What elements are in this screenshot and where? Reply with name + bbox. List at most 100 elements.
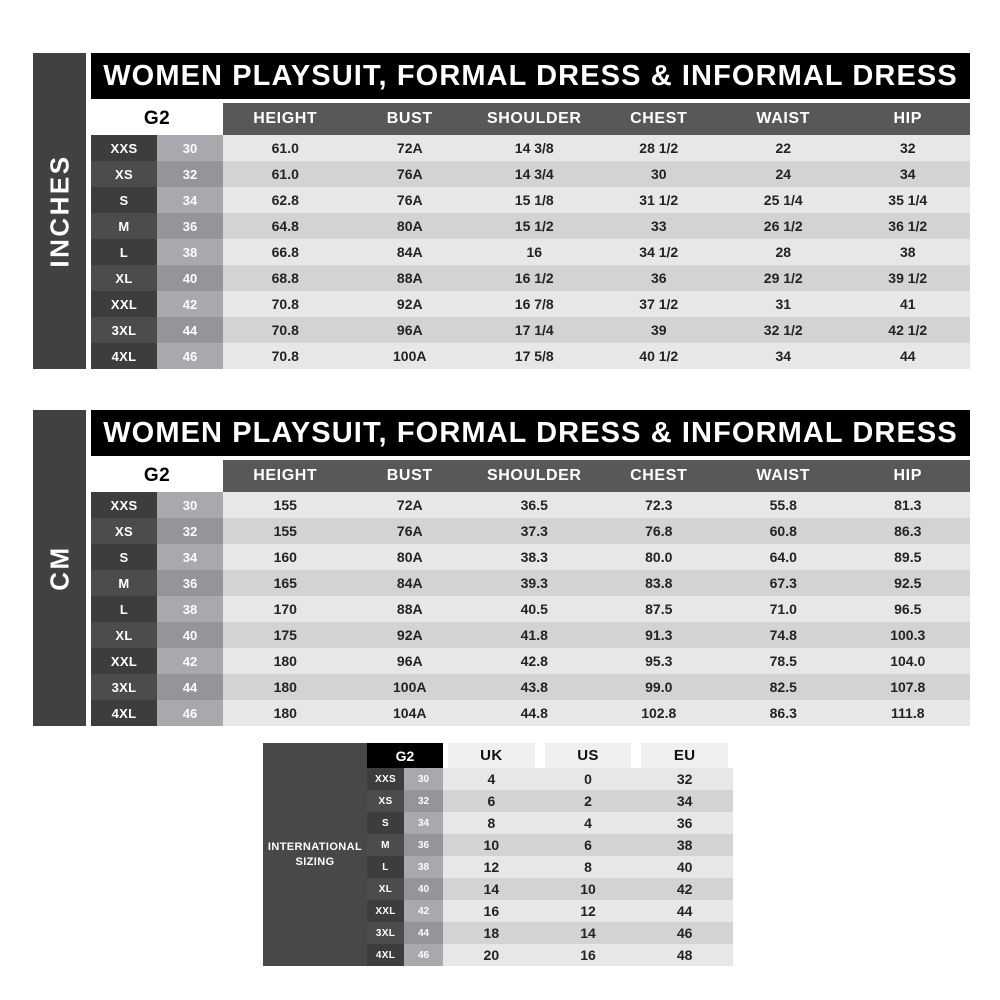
value-cell: 170 [223, 596, 348, 622]
g2-size-number-cell: 36 [404, 834, 443, 856]
value-cell: 16 1/2 [472, 265, 597, 291]
value-cell: 155 [223, 518, 348, 544]
value-cell: 22 [721, 135, 846, 161]
size-label-cell: XL [91, 265, 157, 291]
value-cell: 29 1/2 [721, 265, 846, 291]
g2-size-number-cell: 46 [157, 700, 223, 726]
value-cell: 74.8 [721, 622, 846, 648]
value-cell: 70.8 [223, 291, 348, 317]
size-label-cell: 3XL [91, 674, 157, 700]
value-cell: 95.3 [596, 648, 721, 674]
table-row: L 38 170 88A 40.5 87.5 71.0 96.5 [91, 596, 970, 622]
value-cell: 155 [223, 492, 348, 518]
value-cell: 32 [636, 768, 734, 790]
g2-size-number-cell: 34 [404, 812, 443, 834]
size-label-cell: 4XL [91, 343, 157, 369]
unit-band-inches: INCHES [33, 53, 86, 369]
value-cell: 17 1/4 [472, 317, 597, 343]
value-cell: 78.5 [721, 648, 846, 674]
value-cell: 16 [443, 900, 540, 922]
value-cell: 96A [347, 648, 472, 674]
size-label-cell: XS [91, 518, 157, 544]
value-cell: 39.3 [472, 570, 597, 596]
value-cell: 2 [539, 790, 637, 812]
value-cell: 104.0 [845, 648, 970, 674]
value-cell: 72.3 [596, 492, 721, 518]
value-cell: 80A [347, 544, 472, 570]
value-cell: 34 [845, 161, 970, 187]
value-cell: 15 1/2 [472, 213, 597, 239]
measure-column-header: HEIGHT [223, 103, 348, 135]
value-cell: 20 [443, 944, 540, 966]
value-cell: 6 [539, 834, 637, 856]
value-cell: 16 7/8 [472, 291, 597, 317]
value-cell: 92.5 [845, 570, 970, 596]
value-cell: 32 1/2 [721, 317, 846, 343]
size-label-cell: S [367, 812, 404, 834]
measure-column-header: SHOULDER [472, 460, 597, 492]
value-cell: 34 [636, 790, 734, 812]
value-cell: 30 [596, 161, 721, 187]
g2-size-number-cell: 32 [404, 790, 443, 812]
value-cell: 36 [596, 265, 721, 291]
measure-column-header: WAIST [721, 460, 846, 492]
value-cell: 88A [347, 265, 472, 291]
measure-column-header: SHOULDER [472, 103, 597, 135]
value-cell: 41.8 [472, 622, 597, 648]
value-cell: 40 1/2 [596, 343, 721, 369]
g2-size-number-cell: 44 [157, 317, 223, 343]
value-cell: 96A [347, 317, 472, 343]
size-label-cell: XXL [91, 648, 157, 674]
value-cell: 175 [223, 622, 348, 648]
value-cell: 26 1/2 [721, 213, 846, 239]
table-row: L 38 66.8 84A 16 34 1/2 28 38 [91, 239, 970, 265]
value-cell: 36 1/2 [845, 213, 970, 239]
value-cell: 38 [636, 834, 734, 856]
table-row: L 38 12 8 40 [367, 856, 734, 878]
value-cell: 36.5 [472, 492, 597, 518]
table-row: XXS 30 61.0 72A 14 3/8 28 1/2 22 32 [91, 135, 970, 161]
value-cell: 44.8 [472, 700, 597, 726]
value-cell: 88A [347, 596, 472, 622]
value-cell: 43.8 [472, 674, 597, 700]
value-cell: 8 [539, 856, 637, 878]
value-cell: 80.0 [596, 544, 721, 570]
data-rows-cm: XXS 30 155 72A 36.5 72.3 55.8 81.3 XS 32 155 76A 37.… [91, 492, 970, 726]
g2-size-number-cell: 36 [157, 570, 223, 596]
value-cell: 37 1/2 [596, 291, 721, 317]
value-cell: 32 [845, 135, 970, 161]
value-cell: 4 [443, 768, 540, 790]
table-row: XS 32 6 2 34 [367, 790, 734, 812]
value-cell: 62.8 [223, 187, 348, 213]
value-cell: 165 [223, 570, 348, 596]
value-cell: 80A [347, 213, 472, 239]
table-row: 3XL 44 18 14 46 [367, 922, 734, 944]
size-label-cell: XL [367, 878, 404, 900]
g2-size-number-cell: 40 [157, 622, 223, 648]
size-label-cell: 3XL [91, 317, 157, 343]
g2-size-number-cell: 34 [157, 544, 223, 570]
g2-size-number-cell: 44 [404, 922, 443, 944]
measure-column-header: CHEST [596, 460, 721, 492]
value-cell: 55.8 [721, 492, 846, 518]
size-label-cell: M [91, 570, 157, 596]
size-label-cell: XL [91, 622, 157, 648]
value-cell: 18 [443, 922, 540, 944]
value-cell: 180 [223, 674, 348, 700]
header-row-international: G2 UK US EU [367, 743, 733, 768]
g2-size-number-cell: 40 [157, 265, 223, 291]
value-cell: 14 [443, 878, 540, 900]
value-cell: 72A [347, 135, 472, 161]
value-cell: 38.3 [472, 544, 597, 570]
g2-size-number-cell: 30 [157, 492, 223, 518]
value-cell: 60.8 [721, 518, 846, 544]
table-row: XXL 42 70.8 92A 16 7/8 37 1/2 31 41 [91, 291, 970, 317]
value-cell: 160 [223, 544, 348, 570]
size-label-cell: 4XL [367, 944, 404, 966]
g2-size-number-cell: 42 [404, 900, 443, 922]
g2-size-number-cell: 46 [157, 343, 223, 369]
g2-size-number-cell: 38 [157, 596, 223, 622]
data-rows-international: XXS 30 4 0 32 XS 32 6 2 34 S 34 8 4 36 M 36 10 6 38 L 38 12 8 40… [367, 768, 734, 966]
value-cell: 70.8 [223, 343, 348, 369]
